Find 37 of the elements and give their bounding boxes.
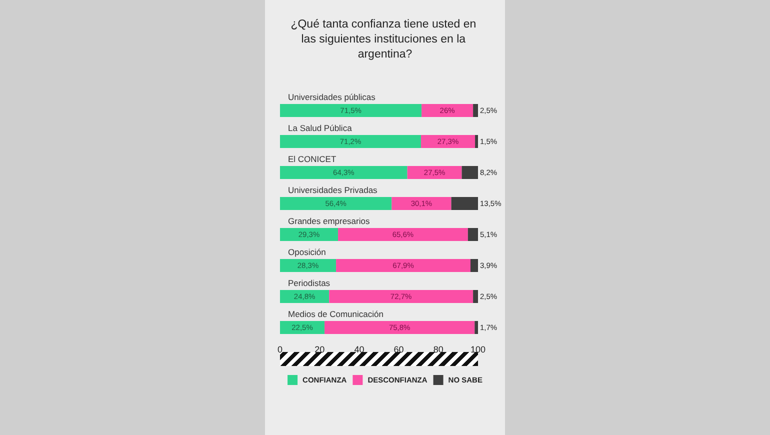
bar xyxy=(470,259,478,272)
y-tick-label: El CONICET xyxy=(288,154,336,164)
y-tick-label: La Salud Pública xyxy=(288,123,352,133)
y-tick-label: Medios de Comunicación xyxy=(288,309,384,319)
bar xyxy=(473,104,478,117)
bar xyxy=(280,259,336,272)
bar xyxy=(280,197,392,210)
x-tick-label: 0 xyxy=(277,344,283,354)
y-tick-label: Universidades Privadas xyxy=(288,185,378,195)
bar xyxy=(420,135,476,148)
y-tick-label: Oposición xyxy=(288,247,326,257)
bar xyxy=(280,228,338,241)
x-tick-label: 20 xyxy=(314,344,325,354)
x-tick-label: 80 xyxy=(433,344,444,354)
bar xyxy=(422,104,474,117)
bar xyxy=(280,135,421,148)
bar xyxy=(280,166,408,179)
y-tick-label: Universidades públicas xyxy=(288,92,376,102)
bar xyxy=(338,228,468,241)
x-tick-label: 60 xyxy=(394,344,404,354)
bar xyxy=(468,228,478,241)
bar xyxy=(475,135,478,148)
bar xyxy=(329,290,474,303)
bar xyxy=(462,166,478,179)
y-tick-label: Periodistas xyxy=(288,278,330,288)
y-tick-label: Grandes empresarios xyxy=(288,216,370,226)
bar xyxy=(280,104,422,117)
bar xyxy=(407,166,462,179)
bar xyxy=(336,259,470,272)
chart-title: ¿Qué tanta confianza tiene usted en las siguientes instituciones en la argentina? xyxy=(290,18,480,60)
bar xyxy=(392,197,452,210)
bar xyxy=(451,197,478,210)
bar xyxy=(324,321,475,334)
bar xyxy=(473,290,478,303)
x-tick-label: 40 xyxy=(354,344,364,354)
bar xyxy=(474,321,478,334)
x-tick-label: 100 xyxy=(470,344,486,354)
